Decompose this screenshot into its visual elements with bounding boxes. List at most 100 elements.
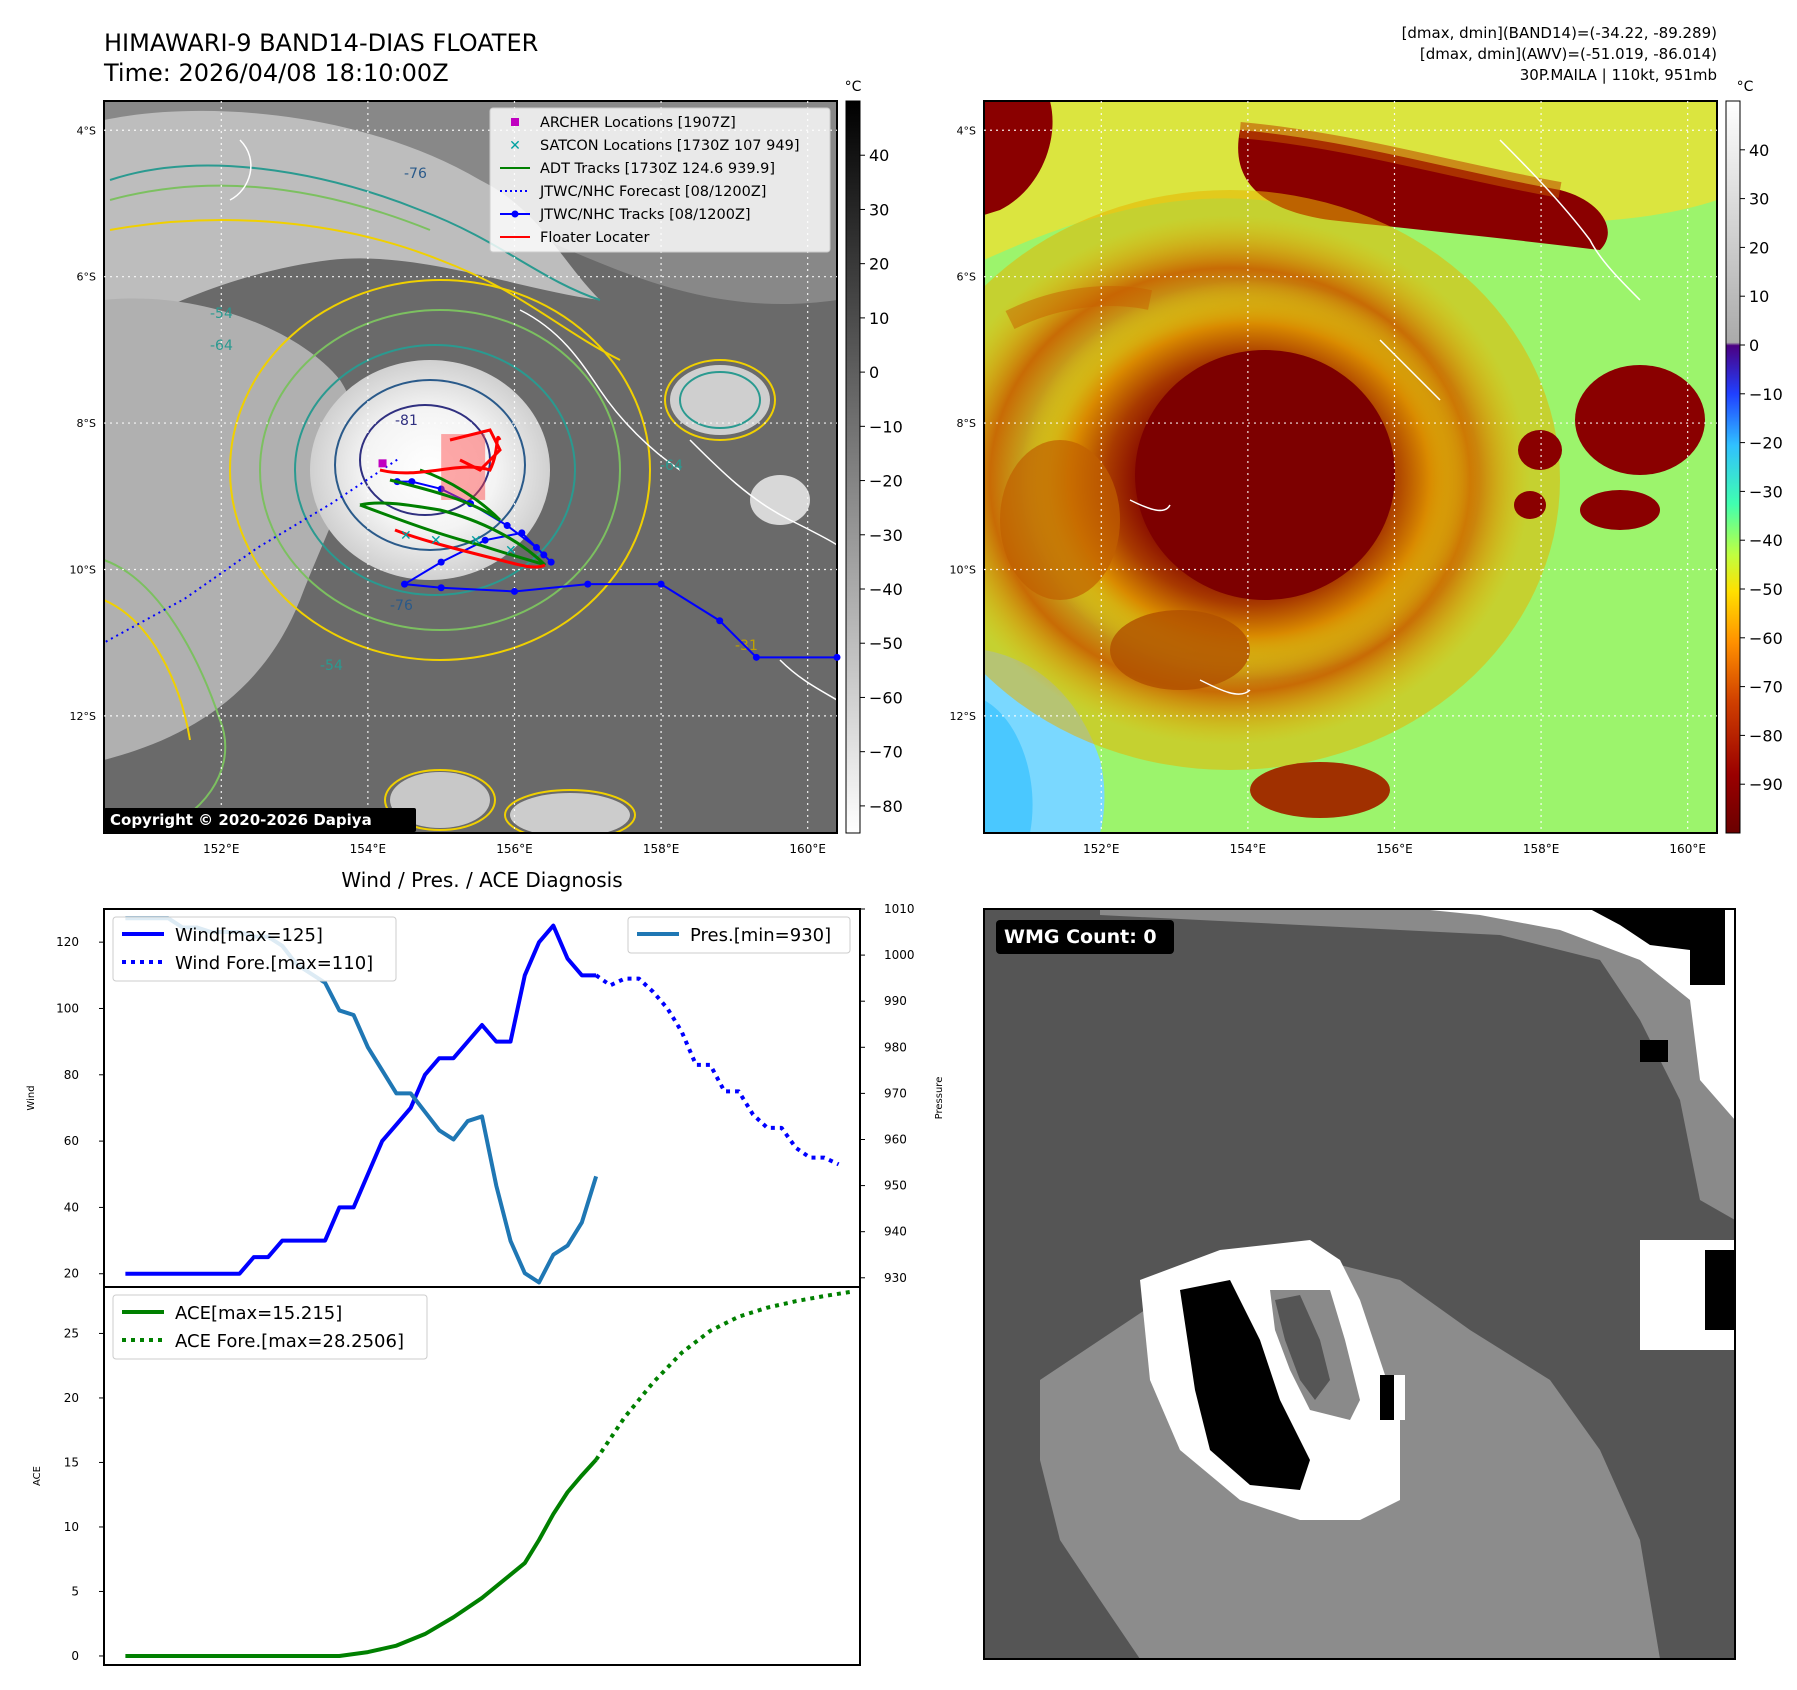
wind-ytick-label: 20	[64, 1267, 79, 1281]
wmg-frame	[983, 908, 1736, 1660]
pressure-ytick-label: 940	[884, 1225, 907, 1239]
wmg-count-label: WMG Count: 0	[1004, 926, 1157, 948]
lat-label: 4°S	[77, 124, 96, 137]
jtwc-track-point	[437, 584, 445, 592]
legend-label: JTWC/NHC Forecast [08/1200Z]	[539, 184, 766, 200]
band14-tick-label: 0	[869, 363, 879, 382]
jtwc-track-point	[408, 478, 416, 486]
satcon-marker4: ✕	[400, 528, 412, 544]
jtwc-track-point	[584, 580, 592, 588]
wind-fore-legend-label: Wind Fore.[max=110]	[175, 953, 373, 974]
ace-ytick-label: 5	[71, 1584, 79, 1598]
lat-label: 12°S	[950, 710, 976, 723]
pressure-ytick-label: 970	[884, 1086, 907, 1100]
contour-label: -81	[395, 413, 418, 429]
wmg-black-core	[1180, 1280, 1310, 1490]
jtwc-track-point	[437, 558, 445, 566]
awv-coastline-e	[1379, 339, 1441, 401]
band14-tick-label: −50	[869, 634, 903, 653]
awv-tick-label: −70	[1749, 678, 1783, 697]
convective-cell-east2	[750, 475, 810, 525]
legend-x-marker: ✕	[509, 138, 521, 154]
awv-tick-label: −50	[1749, 580, 1783, 599]
jtwc-track-point	[481, 536, 489, 544]
awv-tick-label: 30	[1749, 190, 1769, 209]
adt-track-line2	[389, 468, 502, 522]
contour-minus31	[229, 279, 651, 661]
jtwc-track-point	[518, 529, 526, 537]
ace-ytick-label: 10	[64, 1520, 79, 1534]
contour-label: -64	[660, 458, 683, 474]
wmg-count-box	[996, 920, 1174, 954]
cloud-band-west	[104, 298, 355, 760]
lon-label: 158°E	[1523, 842, 1560, 856]
stats-band14: [dmax, dmin](BAND14)=(-34.22, -89.289)	[1402, 24, 1717, 42]
lon-label: 152°E	[203, 842, 240, 856]
awv-spiral-band	[1005, 286, 1152, 329]
awv-cdo-core	[1135, 350, 1395, 600]
lon-label: 154°E	[1230, 842, 1267, 856]
lat-label: 6°S	[957, 271, 976, 284]
contour-cell-east	[664, 359, 776, 441]
diagnosis-panel: Wind / Pres. / ACE Diagnosis Wind Pressu…	[26, 868, 945, 1666]
floater-locater-line	[379, 436, 502, 475]
awv-tick-label: −30	[1749, 482, 1783, 501]
contour-cell-east-inner	[679, 371, 761, 429]
lon-label: 154°E	[350, 842, 387, 856]
band14-colorbar	[845, 100, 861, 834]
diagnosis-title: Wind / Pres. / ACE Diagnosis	[341, 868, 622, 892]
contour-west2	[104, 599, 191, 741]
contour-cell-south2	[504, 789, 636, 833]
ace-legend-box	[112, 1294, 428, 1360]
band14-tick-label: −20	[869, 472, 903, 491]
copyright-box	[104, 808, 416, 832]
awv-tick-label: 10	[1749, 287, 1769, 306]
awv-tick-label: −60	[1749, 629, 1783, 648]
awv-colorbar	[1725, 100, 1741, 834]
lon-label: 156°E	[496, 842, 533, 856]
band14-tick-label: 10	[869, 309, 889, 328]
legend-square-marker	[511, 118, 519, 126]
coastline-north	[229, 139, 252, 201]
wmg-black-ne	[1590, 909, 1725, 985]
contour-upper-band2	[109, 184, 431, 231]
lat-label: 10°S	[70, 563, 96, 576]
pressure-ytick-label: 990	[884, 994, 907, 1008]
pressure-axis-label: Pressure	[934, 1077, 945, 1120]
wind-ytick-label: 40	[64, 1200, 79, 1214]
legend-label: ADT Tracks [1730Z 124.6 939.9]	[540, 161, 775, 177]
pressure-ytick-label: 1000	[884, 948, 915, 962]
coastline-bougainville	[519, 309, 681, 471]
pressure-legend-box	[627, 916, 851, 954]
wmg-black-ne2	[1640, 1040, 1668, 1062]
band14-map-panel: 4°S 6°S 8°S 10°S 12°S 152°E 154°E 156°E 158°E 16…	[70, 79, 903, 856]
ace-ytick-label: 25	[64, 1326, 79, 1340]
figure-title: HIMAWARI-9 BAND14-DIAS FLOATER	[104, 29, 538, 57]
legend-label: Floater Locater	[540, 230, 649, 246]
ace-ytick-label: 20	[64, 1391, 79, 1405]
jtwc-track-point	[547, 558, 555, 566]
awv-tick-label: −40	[1749, 531, 1783, 550]
ace-ytick-label: 15	[64, 1455, 79, 1469]
awv-coastline-w	[1129, 499, 1171, 512]
contour-cell-south	[384, 769, 496, 831]
band14-map-frame	[103, 100, 838, 834]
awv-gridlines	[984, 101, 1717, 833]
band14-tick-label: −80	[869, 797, 903, 816]
lat-label: 8°S	[77, 417, 96, 430]
convective-cell-south2	[510, 793, 630, 833]
awv-tick-label: −20	[1749, 434, 1783, 453]
pressure-ytick-label: 1010	[884, 902, 915, 916]
jtwc-track-point	[503, 522, 511, 530]
awv-cell-west	[1000, 440, 1120, 600]
satcon-marker: ✕	[430, 533, 442, 549]
legend-dot-marker	[511, 210, 519, 218]
ace-ytick-label: 0	[71, 1649, 79, 1663]
wmg-black-spot	[1380, 1375, 1394, 1420]
awv-tick-label: −90	[1749, 775, 1783, 794]
ace-legend-label: ACE[max=15.215]	[175, 1303, 342, 1324]
contour-label: -76	[404, 166, 427, 182]
awv-map-panel: 4°S 6°S 8°S 10°S 12°S 152°E 154°E 156°E 158°E 16…	[950, 79, 1783, 856]
wind-ytick-label: 100	[56, 1001, 79, 1015]
awv-cell-east3	[1514, 491, 1546, 519]
